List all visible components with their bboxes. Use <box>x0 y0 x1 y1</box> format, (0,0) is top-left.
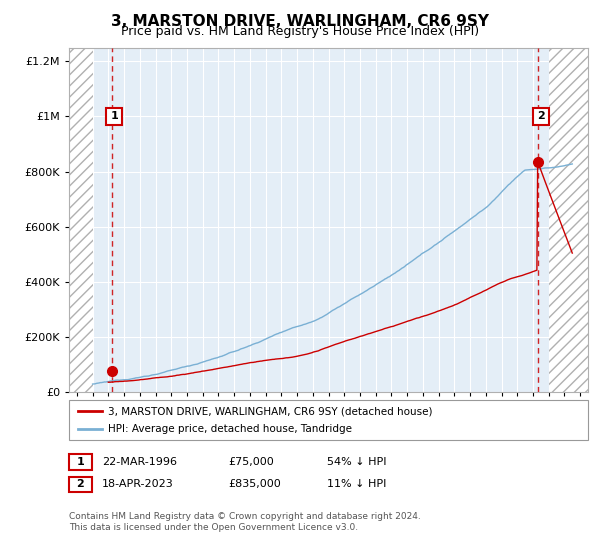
Text: 54% ↓ HPI: 54% ↓ HPI <box>327 457 386 467</box>
Text: 11% ↓ HPI: 11% ↓ HPI <box>327 479 386 489</box>
Text: Price paid vs. HM Land Registry's House Price Index (HPI): Price paid vs. HM Land Registry's House … <box>121 25 479 38</box>
Text: £75,000: £75,000 <box>228 457 274 467</box>
Text: 2: 2 <box>537 111 545 122</box>
Text: 22-MAR-1996: 22-MAR-1996 <box>102 457 177 467</box>
Text: 1: 1 <box>110 111 118 122</box>
Bar <box>69 48 92 392</box>
Text: £835,000: £835,000 <box>228 479 281 489</box>
Text: 2: 2 <box>77 479 84 489</box>
Text: 1: 1 <box>77 457 84 467</box>
Bar <box>548 48 588 392</box>
Text: 3, MARSTON DRIVE, WARLINGHAM, CR6 9SY: 3, MARSTON DRIVE, WARLINGHAM, CR6 9SY <box>111 14 489 29</box>
Text: 3, MARSTON DRIVE, WARLINGHAM, CR6 9SY (detached house): 3, MARSTON DRIVE, WARLINGHAM, CR6 9SY (d… <box>108 407 433 417</box>
Text: 18-APR-2023: 18-APR-2023 <box>102 479 174 489</box>
Text: Contains HM Land Registry data © Crown copyright and database right 2024.
This d: Contains HM Land Registry data © Crown c… <box>69 512 421 532</box>
Text: HPI: Average price, detached house, Tandridge: HPI: Average price, detached house, Tand… <box>108 423 352 433</box>
